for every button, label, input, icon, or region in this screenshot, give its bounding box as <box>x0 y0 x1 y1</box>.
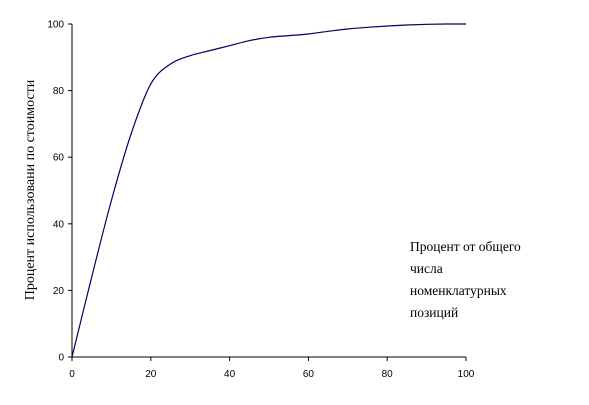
y-tick-label: 40 <box>53 219 65 230</box>
x-axis-annotation-line-2: числа <box>410 261 443 276</box>
y-tick-label: 80 <box>53 86 65 97</box>
series-line-1 <box>71 23 467 358</box>
x-axis-annotation-line-4: позиций <box>410 305 459 320</box>
x-tick-label: 80 <box>382 369 394 380</box>
x-axis-annotation: Процент от общего числа номенклатурных п… <box>410 236 570 324</box>
y-axis-title: Процент использовани по стоимости <box>23 79 38 300</box>
y-tick-label: 60 <box>53 153 65 164</box>
x-axis-annotation-line-1: Процент от общего <box>410 239 521 254</box>
y-tick-label: 100 <box>47 20 64 31</box>
x-tick-label: 60 <box>303 369 315 380</box>
x-tick-label: 20 <box>145 369 157 380</box>
x-axis-annotation-line-3: номенклатурных <box>410 283 507 298</box>
y-tick-label: 20 <box>53 286 65 297</box>
x-tick-label: 40 <box>224 369 236 380</box>
x-tick-label: 0 <box>69 369 75 380</box>
x-tick-label: 100 <box>458 369 475 380</box>
y-tick-label: 0 <box>58 353 64 364</box>
